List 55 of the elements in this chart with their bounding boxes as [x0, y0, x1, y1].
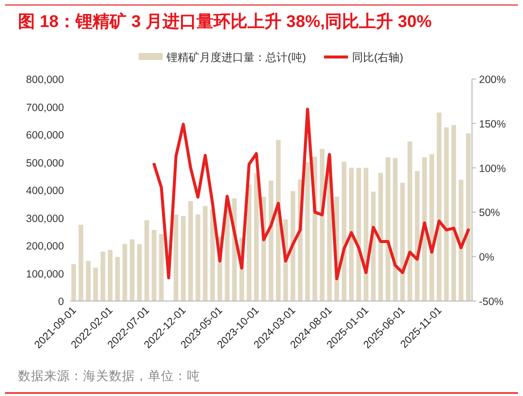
bar — [400, 182, 405, 301]
bar — [71, 264, 76, 301]
bar — [451, 125, 456, 301]
y-tick-label: 400,000 — [26, 185, 64, 197]
bar — [108, 250, 113, 301]
y2-tick-label: -50% — [479, 296, 504, 308]
bar — [196, 214, 200, 301]
legend-label: 锂精矿月度进口量：总计(吨) — [166, 51, 306, 64]
bar — [78, 224, 84, 301]
bar — [422, 157, 427, 301]
bar — [290, 191, 296, 301]
bar — [130, 239, 134, 301]
bar — [159, 234, 164, 301]
bar — [144, 220, 150, 301]
bar — [408, 141, 412, 301]
bar — [174, 214, 178, 301]
bar — [137, 244, 142, 301]
bar — [100, 252, 106, 301]
y-tick-label: 800,000 — [26, 74, 64, 86]
bar — [458, 180, 464, 301]
y2-tick-label: 150% — [479, 118, 506, 130]
y2-tick-label: 50% — [479, 207, 500, 220]
bar — [349, 168, 354, 301]
chart-title: 图 18：锂精矿 3 月进口量环比上升 38%,同比上升 30% — [18, 12, 432, 31]
bar — [246, 184, 252, 301]
bar — [254, 173, 259, 301]
bar — [210, 209, 215, 301]
legend-label: 同比(右轴) — [352, 51, 404, 64]
y2-tick-label: 200% — [479, 74, 506, 86]
bar — [268, 180, 274, 301]
bar — [466, 133, 471, 301]
y2-tick-label: 0% — [479, 252, 494, 264]
bar — [188, 201, 193, 301]
y-tick-label: 0 — [58, 296, 64, 308]
y-tick-label: 200,000 — [26, 240, 64, 252]
bar — [86, 261, 91, 301]
bar — [444, 127, 449, 301]
y2-tick-label: 100% — [479, 162, 506, 175]
bar — [122, 244, 128, 301]
y-tick-label: 300,000 — [26, 212, 64, 225]
bar — [152, 230, 156, 301]
y-tick-label: 100,000 — [26, 268, 64, 280]
bar — [305, 162, 310, 301]
y-tick-label: 700,000 — [26, 102, 64, 114]
source-note: 数据来源：海关数据，单位：吨 — [18, 369, 200, 383]
bar — [386, 157, 390, 301]
bar — [392, 158, 398, 301]
bar — [93, 268, 98, 301]
bar — [180, 216, 186, 301]
y-tick-label: 500,000 — [26, 157, 64, 170]
bar — [378, 172, 383, 301]
y-tick-label: 600,000 — [26, 130, 64, 142]
bar — [436, 112, 442, 301]
bar — [202, 206, 208, 301]
bar — [115, 256, 120, 301]
